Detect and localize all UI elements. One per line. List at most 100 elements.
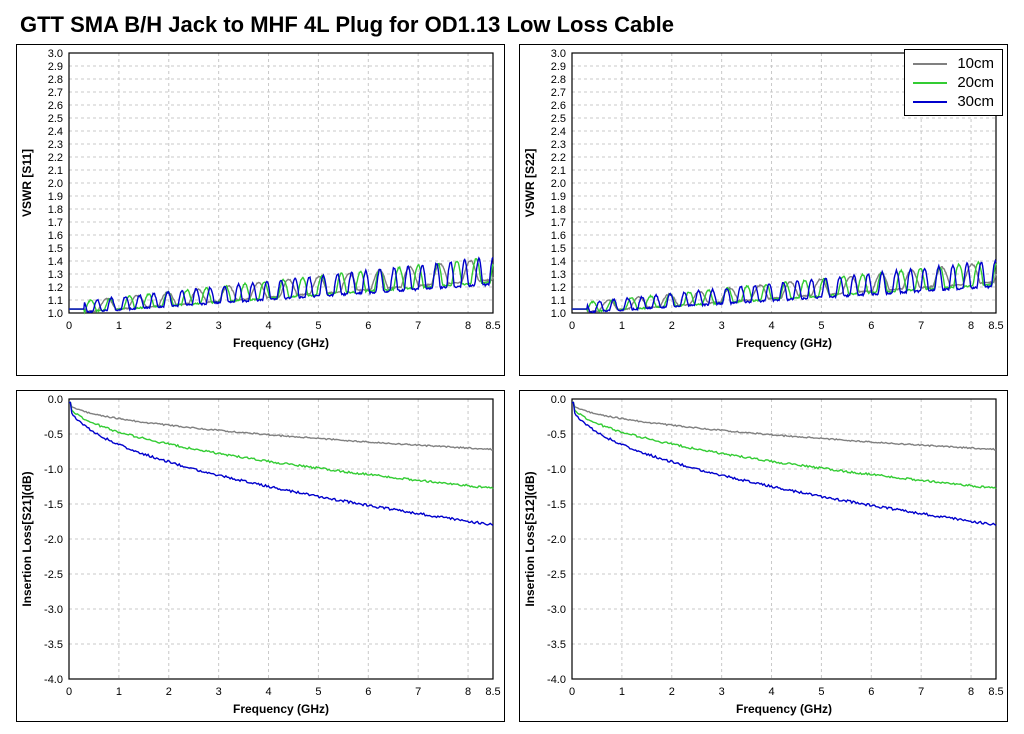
svg-text:5: 5 [315,320,321,332]
svg-text:6: 6 [868,686,874,698]
svg-text:1.3: 1.3 [48,269,63,281]
svg-text:5: 5 [818,320,824,332]
svg-text:7: 7 [918,320,924,332]
svg-text:2.2: 2.2 [551,152,566,164]
legend-label: 10cm [957,55,994,72]
svg-text:1.5: 1.5 [551,243,566,255]
svg-text:3: 3 [719,320,725,332]
chart-s12: -4.0-3.5-3.0-2.5-2.0-1.5-1.0-0.50.001234… [520,391,1006,721]
svg-text:Insertion Loss[S12](dB): Insertion Loss[S12](dB) [523,471,537,606]
legend: 10cm 20cm 30cm [904,49,1003,116]
svg-text:0: 0 [569,320,575,332]
svg-text:Frequency (GHz): Frequency (GHz) [233,702,329,716]
svg-text:6: 6 [868,320,874,332]
svg-text:1.9: 1.9 [551,191,566,203]
svg-text:0.0: 0.0 [551,394,566,406]
svg-text:2.7: 2.7 [48,87,63,99]
svg-text:1: 1 [116,686,122,698]
svg-text:2.6: 2.6 [551,100,566,112]
svg-text:-1.0: -1.0 [547,464,566,476]
svg-text:Frequency (GHz): Frequency (GHz) [736,702,832,716]
svg-text:1.7: 1.7 [48,217,63,229]
svg-text:1.4: 1.4 [551,256,566,268]
legend-swatch-icon [913,63,947,65]
svg-text:2.4: 2.4 [48,126,63,138]
svg-text:8: 8 [968,686,974,698]
svg-text:7: 7 [918,686,924,698]
svg-text:3: 3 [216,320,222,332]
svg-text:6: 6 [365,320,371,332]
svg-text:7: 7 [415,320,421,332]
svg-text:2.1: 2.1 [48,165,63,177]
svg-text:1.0: 1.0 [48,308,63,320]
svg-text:8: 8 [465,320,471,332]
svg-text:1.2: 1.2 [48,282,63,294]
svg-text:2.5: 2.5 [48,113,63,125]
svg-text:2.8: 2.8 [551,74,566,86]
svg-text:-2.5: -2.5 [547,569,566,581]
svg-text:6: 6 [365,686,371,698]
svg-text:2.5: 2.5 [551,113,566,125]
svg-text:1: 1 [619,320,625,332]
svg-text:-3.0: -3.0 [44,604,63,616]
svg-text:-2.0: -2.0 [44,534,63,546]
svg-text:0: 0 [569,686,575,698]
svg-text:-3.5: -3.5 [44,639,63,651]
panel-s21: -4.0-3.5-3.0-2.5-2.0-1.5-1.0-0.50.001234… [16,390,505,722]
svg-text:3.0: 3.0 [48,48,63,60]
svg-text:2.9: 2.9 [551,61,566,73]
svg-text:8.5: 8.5 [988,320,1003,332]
svg-text:4: 4 [265,686,271,698]
svg-text:1.7: 1.7 [551,217,566,229]
svg-text:1.3: 1.3 [551,269,566,281]
svg-text:0.0: 0.0 [48,394,63,406]
svg-text:3.0: 3.0 [551,48,566,60]
svg-text:1.0: 1.0 [551,308,566,320]
svg-text:1: 1 [619,686,625,698]
legend-swatch-icon [913,82,947,84]
svg-text:8: 8 [465,686,471,698]
svg-text:2: 2 [669,320,675,332]
svg-text:-1.5: -1.5 [547,499,566,511]
svg-text:2: 2 [166,320,172,332]
svg-text:5: 5 [315,686,321,698]
svg-text:0: 0 [66,320,72,332]
svg-text:-3.5: -3.5 [547,639,566,651]
svg-text:1.1: 1.1 [551,295,566,307]
svg-text:2.9: 2.9 [48,61,63,73]
svg-text:2: 2 [669,686,675,698]
svg-text:Frequency (GHz): Frequency (GHz) [736,336,832,350]
svg-text:1.6: 1.6 [48,230,63,242]
legend-label: 20cm [957,74,994,91]
svg-text:-1.5: -1.5 [44,499,63,511]
svg-text:1.6: 1.6 [551,230,566,242]
chart-s21: -4.0-3.5-3.0-2.5-2.0-1.5-1.0-0.50.001234… [17,391,503,721]
svg-text:1.5: 1.5 [48,243,63,255]
svg-text:4: 4 [768,320,774,332]
svg-text:-2.5: -2.5 [44,569,63,581]
page-title: GTT SMA B/H Jack to MHF 4L Plug for OD1.… [20,12,1008,38]
panel-s12: -4.0-3.5-3.0-2.5-2.0-1.5-1.0-0.50.001234… [519,390,1008,722]
svg-text:8: 8 [968,320,974,332]
svg-text:VSWR [S11]: VSWR [S11] [20,149,34,217]
legend-swatch-icon [913,101,947,103]
svg-text:1.8: 1.8 [48,204,63,216]
svg-text:1.2: 1.2 [551,282,566,294]
svg-text:-4.0: -4.0 [547,674,566,686]
svg-text:3: 3 [719,686,725,698]
svg-text:8.5: 8.5 [485,686,500,698]
chart-s11: 1.01.11.21.31.41.51.61.71.81.92.02.12.22… [17,45,503,355]
svg-text:-3.0: -3.0 [547,604,566,616]
svg-text:1.4: 1.4 [48,256,63,268]
legend-item: 20cm [913,73,994,92]
svg-text:2.2: 2.2 [48,152,63,164]
legend-item: 30cm [913,92,994,111]
chart-grid: 1.01.11.21.31.41.51.61.71.81.92.02.12.22… [16,44,1008,722]
legend-label: 30cm [957,93,994,110]
svg-text:1.8: 1.8 [551,204,566,216]
svg-text:-0.5: -0.5 [547,429,566,441]
panel-s11: 1.01.11.21.31.41.51.61.71.81.92.02.12.22… [16,44,505,376]
svg-text:2.0: 2.0 [551,178,566,190]
svg-text:Frequency (GHz): Frequency (GHz) [233,336,329,350]
svg-text:1: 1 [116,320,122,332]
